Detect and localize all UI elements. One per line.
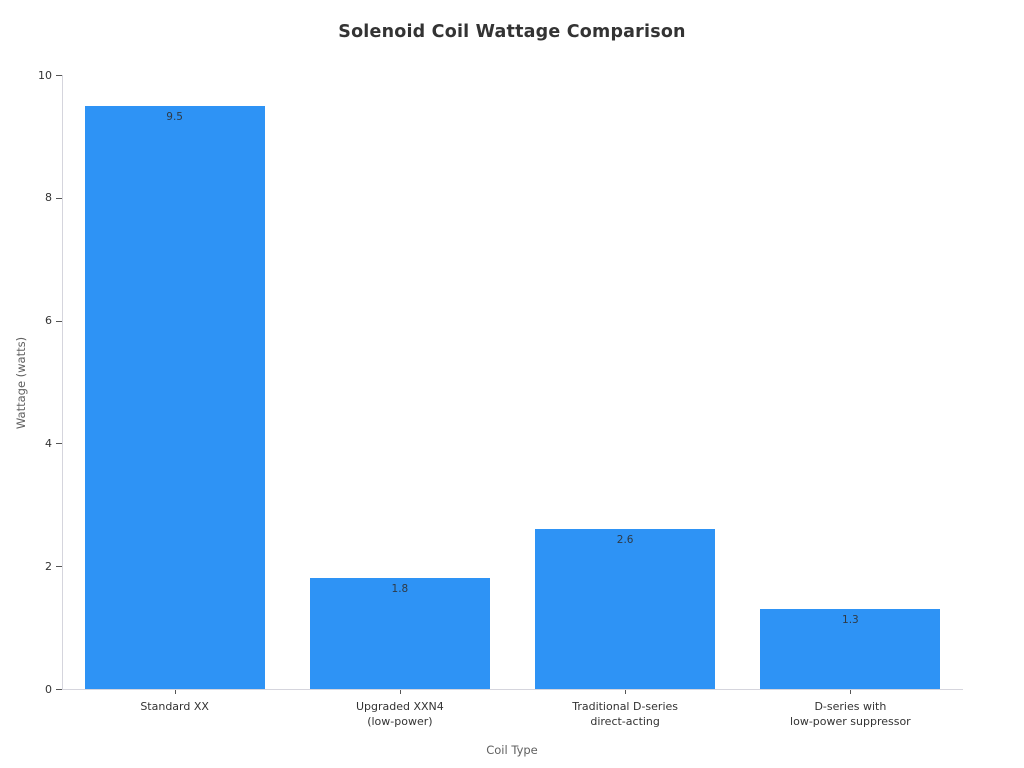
- x-tick-label: Upgraded XXN4 (low-power): [355, 700, 444, 728]
- y-tick-label: 8: [45, 191, 52, 205]
- bar-value-label: 1.3: [842, 614, 859, 627]
- y-tick-label: 4: [45, 436, 52, 450]
- x-axis-title: Coil Type: [486, 743, 538, 757]
- y-tick-label: 6: [45, 314, 52, 328]
- y-axis-spine: [62, 75, 63, 689]
- y-axis-title: Wattage (watts): [14, 336, 28, 430]
- x-tick-mark: [625, 690, 627, 694]
- y-tick-mark: [56, 566, 62, 568]
- y-tick-label: 2: [45, 559, 52, 573]
- y-tick-mark: [56, 320, 62, 322]
- x-tick-label: Traditional D-series direct-acting: [572, 700, 679, 728]
- chart-title: Solenoid Coil Wattage Comparison: [338, 22, 686, 42]
- x-axis-spine: [62, 689, 963, 690]
- bar: [760, 609, 941, 689]
- y-tick-label: 10: [38, 68, 52, 82]
- bar-value-label: 2.6: [616, 534, 634, 547]
- bar: [84, 105, 265, 689]
- x-tick-label: D-series with low-power suppressor: [790, 700, 911, 728]
- bar: [535, 529, 716, 689]
- bar-value-label: 9.5: [166, 110, 183, 123]
- x-tick-label: Standard XX: [140, 700, 209, 713]
- y-tick-mark: [56, 197, 62, 199]
- bar-value-label: 1.8: [391, 583, 409, 596]
- bar: [309, 578, 490, 689]
- x-tick-mark: [850, 690, 852, 694]
- y-tick-label: 0: [45, 682, 52, 696]
- y-tick-mark: [56, 689, 62, 690]
- x-tick-mark: [399, 690, 401, 694]
- y-tick-mark: [56, 443, 62, 445]
- x-tick-mark: [174, 690, 176, 694]
- y-tick-mark: [56, 75, 62, 76]
